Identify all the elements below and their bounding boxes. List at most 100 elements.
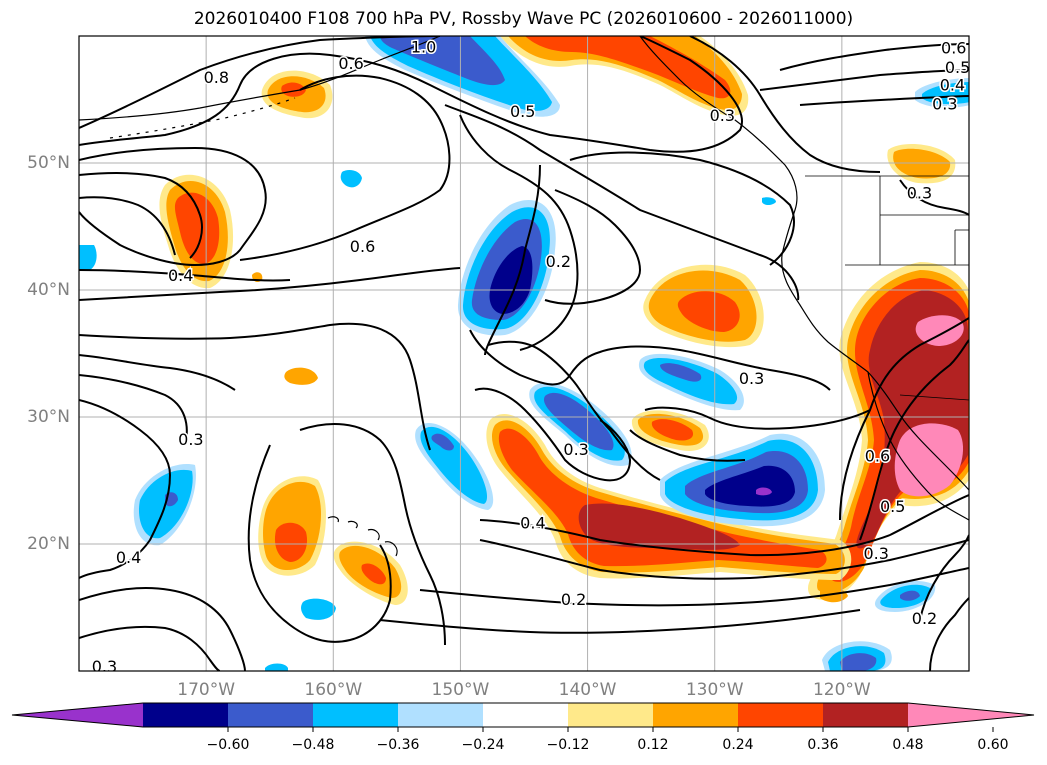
pv-contour <box>919 534 969 621</box>
contour-label: 0.4 <box>168 266 193 285</box>
contour-label: 0.2 <box>561 590 586 609</box>
colorbar-bin <box>738 703 823 727</box>
colorbar-tick-label: 0.48 <box>892 737 924 753</box>
colorbar-tick-label: 0.36 <box>807 737 839 753</box>
pv-contour <box>839 317 969 521</box>
pv-anomaly-shading <box>79 36 969 671</box>
contour-label: 0.3 <box>863 544 888 563</box>
colorbar <box>11 702 1035 732</box>
warm-anomaly-california-peak <box>915 315 964 346</box>
colorbar-tick-label: −0.48 <box>291 737 335 753</box>
pv-contour <box>484 164 541 356</box>
cold-anomaly-elongated <box>660 363 702 382</box>
warm-anomaly-small <box>893 148 951 179</box>
cold-anomaly-small <box>431 433 454 451</box>
warm-anomaly-subtropical-band-core <box>578 503 740 550</box>
colorbar-bin <box>823 703 908 727</box>
contour-label: 0.4 <box>520 514 545 533</box>
cold-anomaly-subtropical-peak <box>756 487 772 496</box>
pv-contour <box>469 329 831 391</box>
political-borders <box>805 175 969 401</box>
warm-anomaly-hawaii <box>274 522 308 562</box>
colorbar-tick-label: −0.36 <box>376 737 420 753</box>
colorbar-outline <box>11 702 1035 728</box>
pv-contour <box>79 625 221 671</box>
cold-anomaly-subtropical <box>705 465 795 507</box>
warm-anomaly-gulf-of-alaska <box>525 36 731 99</box>
pv-contour <box>859 339 969 541</box>
contour-label: 0.2 <box>546 252 571 271</box>
pv-contour <box>79 146 267 267</box>
map-frame <box>78 35 970 672</box>
pv-contour <box>479 494 969 557</box>
colorbar-bin <box>653 703 738 727</box>
coastline-alaska <box>79 36 441 121</box>
longitude-label: 120°W <box>812 680 871 700</box>
colorbar-bin <box>143 703 228 727</box>
colorbar-extend-max <box>908 703 1034 727</box>
cold-anomaly-small <box>79 245 97 270</box>
pv-contour <box>459 114 579 351</box>
pv-contour <box>779 43 969 71</box>
pv-contour <box>644 406 871 430</box>
coastline-hawaii <box>327 516 398 557</box>
warm-anomaly-subtropical-band <box>498 428 827 568</box>
latitude-label: 40°N <box>27 280 70 300</box>
cold-anomaly-small <box>900 590 920 601</box>
pv-contour <box>899 179 969 216</box>
contour-label: 0.6 <box>350 237 375 256</box>
contour-label: 0.3 <box>178 430 203 449</box>
pv-contour <box>487 340 661 481</box>
longitude-label: 160°W <box>304 680 363 700</box>
contour-labels: 1.00.60.80.60.50.40.30.5 0.30.60.20.40.30… <box>90 36 969 676</box>
pv-contour <box>79 36 743 153</box>
pv-contour <box>629 429 746 462</box>
contour-label: 0.6 <box>865 446 890 465</box>
colorbar-bin <box>228 703 313 727</box>
contour-label: 0.3 <box>92 657 117 676</box>
colorbar-extend-min <box>12 703 143 727</box>
pv-contour <box>479 539 969 580</box>
warm-anomaly-california-peak <box>894 423 964 497</box>
pv-contour <box>79 587 246 671</box>
pv-contour <box>239 74 451 261</box>
border-us-states <box>845 176 969 266</box>
warm-anomaly-small <box>820 587 848 603</box>
latitude-label: 30°N <box>27 407 70 427</box>
cold-anomaly-small <box>301 598 336 620</box>
contour-label: 0.3 <box>932 95 957 114</box>
contour-label: 1.0 <box>411 37 436 56</box>
colorbar-tick-label: 0.24 <box>722 737 754 753</box>
colorbar-bin <box>568 703 653 727</box>
pv-contour <box>79 354 236 446</box>
cold-anomaly-small <box>922 82 969 105</box>
pv-contour <box>799 95 969 106</box>
longitude-label: 170°W <box>177 680 236 700</box>
contour-label: 0.4 <box>940 76 965 95</box>
pv-contour <box>474 387 632 482</box>
cold-anomaly-small <box>840 653 877 671</box>
pv-contour <box>379 609 861 634</box>
cold-anomaly-small <box>762 197 776 205</box>
map-title: 2026010400 F108 700 hPa PV, Rossby Wave … <box>193 9 854 29</box>
pv-contour <box>299 423 446 646</box>
contour-label: 0.3 <box>907 183 932 202</box>
warm-anomaly-small <box>651 419 694 441</box>
pv-contour <box>79 267 461 301</box>
colorbar-tick-label: −0.12 <box>546 737 590 753</box>
pv-contour <box>79 269 291 282</box>
pv-contour <box>79 196 176 256</box>
pv-contours <box>79 36 969 671</box>
cold-anomaly-small <box>420 426 488 504</box>
border-us-mexico <box>899 394 969 401</box>
warm-anomaly-small <box>284 367 318 385</box>
latitude-label: 50°N <box>27 153 70 173</box>
colorbar-bin <box>313 703 398 727</box>
contour-label: 0.5 <box>880 497 905 516</box>
contour-label: 0.3 <box>563 440 588 459</box>
latitude-label: 20°N <box>27 534 70 554</box>
warm-anomaly-dateline <box>174 192 220 264</box>
pv-contour <box>544 189 642 305</box>
contour-label: 0.6 <box>338 54 363 73</box>
